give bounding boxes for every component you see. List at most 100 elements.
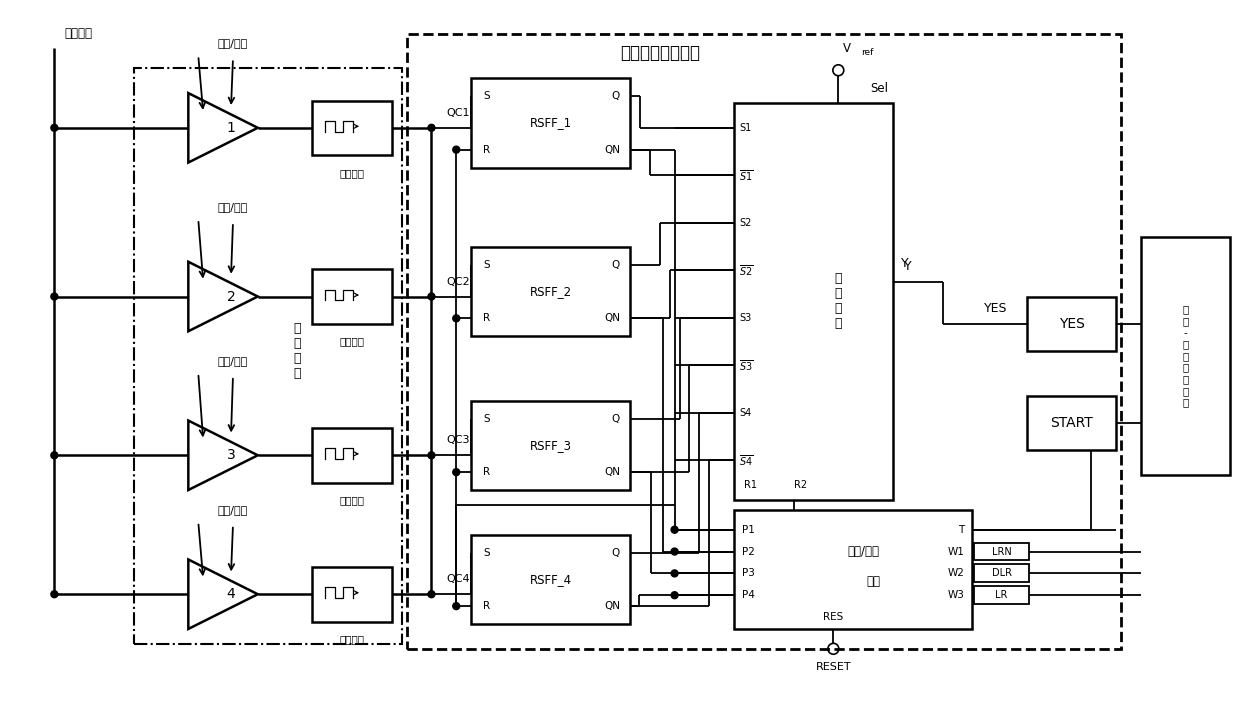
Text: S3: S3	[739, 313, 751, 323]
Text: $\overline{S3}$: $\overline{S3}$	[739, 358, 754, 372]
Text: 触发/复位: 触发/复位	[847, 545, 879, 558]
Bar	[975, 542, 1029, 560]
Text: R: R	[484, 601, 490, 611]
Text: START: START	[1050, 416, 1092, 430]
Text: S2: S2	[739, 218, 751, 228]
Text: RES: RES	[823, 612, 843, 622]
Text: QN: QN	[604, 144, 620, 155]
Text: 3: 3	[227, 448, 236, 462]
Bar	[975, 587, 1029, 604]
Bar	[471, 534, 630, 624]
Text: R: R	[484, 467, 490, 477]
Text: Y: Y	[904, 260, 911, 273]
Bar	[407, 33, 1121, 649]
Text: Sel: Sel	[870, 81, 888, 94]
Circle shape	[671, 548, 678, 555]
Circle shape	[453, 146, 460, 153]
Text: P1: P1	[742, 525, 755, 535]
Text: 判
断
电
路: 判 断 电 路	[835, 272, 842, 330]
Text: R1: R1	[744, 480, 758, 490]
Text: P3: P3	[742, 568, 755, 579]
Text: Y: Y	[900, 257, 909, 270]
Bar	[312, 428, 392, 483]
Circle shape	[428, 124, 435, 131]
Text: 1: 1	[227, 121, 236, 135]
Circle shape	[453, 469, 460, 476]
Text: LR: LR	[996, 590, 1008, 600]
Circle shape	[51, 591, 58, 597]
Bar	[471, 401, 630, 490]
Text: QN: QN	[604, 601, 620, 611]
Text: $\overline{S1}$: $\overline{S1}$	[739, 168, 754, 183]
Text: QC4: QC4	[446, 574, 470, 584]
Bar	[1027, 396, 1116, 450]
Text: Q: Q	[611, 91, 620, 101]
Text: 淬灭电路: 淬灭电路	[340, 337, 365, 346]
Circle shape	[671, 570, 678, 577]
Circle shape	[428, 293, 435, 300]
Text: QC2: QC2	[446, 277, 470, 287]
Text: $\overline{S4}$: $\overline{S4}$	[739, 453, 754, 468]
Text: RSFF_2: RSFF_2	[529, 285, 572, 298]
Text: 淬灭电路: 淬灭电路	[340, 495, 365, 505]
Text: 4: 4	[227, 587, 236, 601]
Text: W3: W3	[947, 590, 965, 600]
Bar	[1027, 296, 1116, 351]
Text: S: S	[484, 91, 490, 101]
Bar	[471, 247, 630, 336]
Text: 淬灭电路: 淬灭电路	[340, 635, 365, 645]
Text: S1: S1	[739, 123, 751, 133]
Bar	[312, 567, 392, 621]
Text: W2: W2	[947, 568, 965, 579]
Bar	[975, 564, 1029, 582]
Text: 光子/噪声: 光子/噪声	[218, 505, 248, 515]
Circle shape	[671, 526, 678, 533]
Circle shape	[453, 603, 460, 610]
Text: S4: S4	[739, 408, 751, 417]
Text: DLR: DLR	[992, 568, 1012, 579]
Text: 反偏电压: 反偏电压	[64, 27, 92, 40]
Text: RESET: RESET	[816, 661, 851, 672]
Text: 淬灭电路: 淬灭电路	[340, 168, 365, 178]
Text: RSFF_4: RSFF_4	[529, 573, 572, 586]
Text: R: R	[484, 314, 490, 323]
Text: R2: R2	[794, 480, 807, 490]
Text: 光子/噪声: 光子/噪声	[218, 356, 248, 366]
Text: 光子/噪声: 光子/噪声	[218, 203, 248, 212]
Text: S: S	[484, 414, 490, 423]
Text: Q: Q	[611, 547, 620, 558]
Text: QC1: QC1	[446, 108, 470, 118]
Bar	[471, 78, 630, 168]
Circle shape	[51, 293, 58, 300]
Circle shape	[671, 592, 678, 599]
Circle shape	[51, 124, 58, 131]
Circle shape	[51, 452, 58, 459]
Text: 像
素
单
元: 像 素 单 元	[294, 322, 301, 380]
Text: 2: 2	[227, 290, 236, 303]
Text: P2: P2	[742, 547, 755, 557]
Text: 电路: 电路	[866, 575, 880, 588]
Bar	[312, 269, 392, 324]
Circle shape	[453, 315, 460, 322]
Text: Q: Q	[611, 414, 620, 423]
Text: S: S	[484, 260, 490, 270]
Text: QN: QN	[604, 467, 620, 477]
Bar	[312, 100, 392, 155]
Text: P4: P4	[742, 590, 755, 600]
Text: T: T	[959, 525, 965, 535]
Text: QN: QN	[604, 314, 620, 323]
Text: ref: ref	[861, 48, 873, 57]
Text: 时
间
-
数
字
转
换
电
路: 时 间 - 数 字 转 换 电 路	[1183, 305, 1189, 407]
Text: 光子同步检测电路: 光子同步检测电路	[620, 44, 699, 62]
Bar	[1141, 237, 1230, 475]
Circle shape	[428, 591, 435, 597]
Text: RSFF_3: RSFF_3	[529, 439, 572, 452]
Text: R: R	[484, 144, 490, 155]
Text: 光子/噪声: 光子/噪声	[218, 38, 248, 49]
Bar	[734, 510, 972, 629]
Text: W1: W1	[947, 547, 965, 557]
Text: YES: YES	[1059, 317, 1085, 331]
Bar	[134, 68, 402, 644]
Text: $\overline{S2}$: $\overline{S2}$	[739, 263, 754, 277]
Bar	[734, 103, 893, 500]
